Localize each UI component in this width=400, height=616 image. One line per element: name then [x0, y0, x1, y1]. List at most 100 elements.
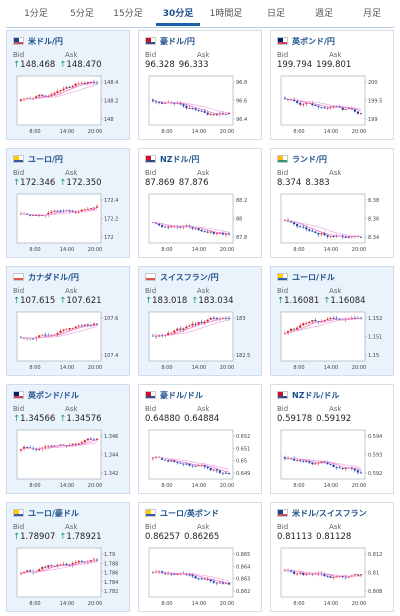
- candlestick-chart[interactable]: 148.4 148.2 148 8:00 14:00 20:00: [13, 73, 125, 137]
- bid-ask-labels: Bid Ask: [145, 169, 249, 177]
- candle-body: [185, 463, 188, 465]
- candlestick-chart[interactable]: 172.4 172.2 172 8:00 14:00 20:00: [13, 191, 125, 255]
- candlestick-chart[interactable]: 1.79 1.788 1.786 1.784 1.782 8:00 14:00 20:00: [13, 545, 125, 609]
- candle-body: [317, 105, 320, 107]
- candlestick-chart[interactable]: 200 199.5 199 8:00 14:00 20:00: [277, 73, 389, 137]
- tab-timeframe[interactable]: 月足: [362, 9, 381, 19]
- y-tick-label: 199: [368, 117, 378, 123]
- x-tick-label: 20:00: [88, 247, 102, 253]
- candle-body: [338, 467, 341, 469]
- candle-body: [212, 317, 215, 319]
- candle-body: [215, 114, 218, 115]
- currency-card[interactable]: 英ポンド/円 Bid Ask 199.794 199.801 200 199.5 199 8:0…: [270, 30, 394, 140]
- candle-body: [68, 87, 71, 88]
- candlestick-chart[interactable]: 0.652 0.651 0.65 0.649 8:00 14:00 20:00: [145, 427, 257, 491]
- candle-body: [344, 467, 347, 469]
- candle-body: [161, 457, 164, 460]
- pair-title[interactable]: 英ポンド/ドル: [13, 390, 79, 402]
- candlestick-chart[interactable]: 183 182.5 8:00 14:00 20:00: [145, 309, 257, 373]
- tab-timeframe[interactable]: 5分足: [70, 9, 94, 19]
- candle-body: [200, 322, 203, 324]
- up-arrow-icon: ↑: [59, 532, 67, 542]
- candle-body: [32, 338, 35, 340]
- candle-body: [161, 225, 164, 227]
- bid-label: Bid: [277, 523, 289, 531]
- candle-body: [206, 466, 209, 469]
- candle-body: [65, 564, 68, 566]
- pair-title[interactable]: 英ポンド/円: [277, 36, 335, 48]
- bid-value: 199.794: [277, 60, 313, 70]
- currency-card[interactable]: 豪ドル/円 Bid Ask 96.328 96.333 96.8 96.6 96.4 8:00 1…: [138, 30, 262, 140]
- x-tick-label: 20:00: [220, 247, 234, 253]
- pair-title[interactable]: 豪ドル/ドル: [145, 390, 203, 402]
- candlestick-chart[interactable]: 1.346 1.344 1.342 8:00 14:00 20:00: [13, 427, 125, 491]
- currency-card[interactable]: ユーロ/円 Bid Ask ↑172.346 ↑172.350 172.4 172.2 172…: [6, 148, 130, 258]
- pair-title[interactable]: スイスフラン/円: [145, 272, 219, 284]
- candlestick-chart[interactable]: 8.38 8.36 8.34 8:00 14:00 20:00: [277, 191, 389, 255]
- pair-title[interactable]: 米ドル/円: [13, 36, 63, 48]
- currency-card[interactable]: ランド/円 Bid Ask 8.374 8.383 8.38 8.36 8.34 8:00 14:…: [270, 148, 394, 258]
- pair-title[interactable]: ランド/円: [277, 154, 327, 166]
- tab-timeframe[interactable]: 週足: [314, 9, 333, 19]
- candle-body: [89, 208, 93, 210]
- currency-card[interactable]: ユーロ/ドル Bid Ask ↑1.16081 ↑1.16084 1.152 1.151 1.…: [270, 266, 394, 376]
- candlestick-chart[interactable]: 107.6 107.4 8:00 14:00 20:00: [13, 309, 125, 373]
- chart-svg: 172.4 172.2 172 8:00 14:00 20:00: [16, 193, 118, 253]
- tab-timeframe[interactable]: 1時間足: [209, 9, 243, 19]
- currency-card[interactable]: 米ドル/スイスフラン Bid Ask 0.81113 0.81128 0.812 0.81 0…: [270, 502, 394, 612]
- pair-title[interactable]: 豪ドル/円: [145, 36, 195, 48]
- candle-body: [86, 82, 89, 84]
- tab-timeframe[interactable]: 30分足: [156, 4, 200, 26]
- candle-body: [353, 109, 357, 112]
- y-tick-label: 0.862: [236, 589, 250, 595]
- candle-body: [286, 99, 290, 101]
- pair-title[interactable]: ユーロ/豪ドル: [13, 508, 79, 520]
- candlestick-chart[interactable]: 88.2 88 87.8 8:00 14:00 20:00: [145, 191, 257, 255]
- x-tick-label: 20:00: [352, 601, 366, 607]
- candle-body: [296, 459, 299, 461]
- pair-title[interactable]: ユーロ/ドル: [277, 272, 335, 284]
- pair-title[interactable]: NZドル/ドル: [277, 390, 339, 402]
- candle-body: [215, 317, 218, 319]
- candle-body: [188, 325, 191, 327]
- candle-body: [293, 328, 296, 330]
- currency-card[interactable]: 英ポンド/ドル Bid Ask ↑1.34566 ↑1.34576 1.346 1.344 1…: [6, 384, 130, 494]
- currency-card[interactable]: カナダドル/円 Bid Ask ↑107.615 ↑107.621 107.6 107.4 8…: [6, 266, 130, 376]
- currency-card[interactable]: ユーロ/英ポンド Bid Ask 0.86257 0.86265 0.865 0.864 0.…: [138, 502, 262, 612]
- x-tick-label: 8:00: [161, 129, 172, 135]
- currency-card[interactable]: ユーロ/豪ドル Bid Ask ↑1.78907 ↑1.78921 1.79 1.788 1.…: [6, 502, 130, 612]
- candlestick-chart[interactable]: 96.8 96.6 96.4 8:00 14:00 20:00: [145, 73, 257, 137]
- moving-average-slow-line: [152, 222, 230, 233]
- tab-timeframe[interactable]: 日足: [266, 9, 285, 19]
- moving-average-slow-line: [20, 84, 98, 101]
- candlestick-chart[interactable]: 0.812 0.81 0.808 8:00 14:00 20:00: [277, 545, 389, 609]
- pair-title[interactable]: ユーロ/円: [13, 154, 63, 166]
- pair-title[interactable]: カナダドル/円: [13, 272, 79, 284]
- up-arrow-icon: ↑: [59, 414, 67, 424]
- currency-card[interactable]: スイスフラン/円 Bid Ask ↑183.018 ↑183.034 183 182.5 8:…: [138, 266, 262, 376]
- y-tick-label: 96.8: [236, 80, 247, 86]
- candle-body: [311, 320, 314, 322]
- candle-body: [320, 106, 323, 108]
- currency-card[interactable]: NZドル/円 Bid Ask 87.869 87.876 88.2 88 87.8 8:00 14…: [138, 148, 262, 258]
- candlestick-chart[interactable]: 0.594 0.593 0.592 8:00 14:00 20:00: [277, 427, 389, 491]
- currency-card[interactable]: 米ドル/円 Bid Ask ↑148.468 ↑148.470 148.4 148.2 148…: [6, 30, 130, 140]
- candlestick-chart[interactable]: 1.152 1.151 1.15 8:00 14:00 20:00: [277, 309, 389, 373]
- candle-body: [302, 226, 305, 228]
- ask-value: 8.383: [305, 178, 330, 188]
- tab-timeframe[interactable]: 1分足: [24, 9, 48, 19]
- candle-body: [92, 559, 96, 561]
- currency-card[interactable]: NZドル/ドル Bid Ask 0.59178 0.59192 0.594 0.593 0.5…: [270, 384, 394, 494]
- candle-body: [323, 107, 326, 109]
- candle-body: [191, 323, 194, 326]
- candle-body: [227, 233, 231, 235]
- candlestick-chart[interactable]: 0.865 0.864 0.863 0.862 8:00 14:00 20:00: [145, 545, 257, 609]
- currency-card[interactable]: 豪ドル/ドル Bid Ask 0.64880 0.64884 0.652 0.651 0.65…: [138, 384, 262, 494]
- candle-body: [22, 98, 26, 100]
- up-arrow-icon: ↑: [13, 60, 21, 70]
- pair-title[interactable]: 米ドル/スイスフラン: [277, 508, 367, 520]
- pair-title[interactable]: ユーロ/英ポンド: [145, 508, 219, 520]
- ask-value: 199.801: [316, 60, 352, 70]
- tab-timeframe[interactable]: 15分足: [113, 9, 143, 19]
- pair-title[interactable]: NZドル/円: [145, 154, 199, 166]
